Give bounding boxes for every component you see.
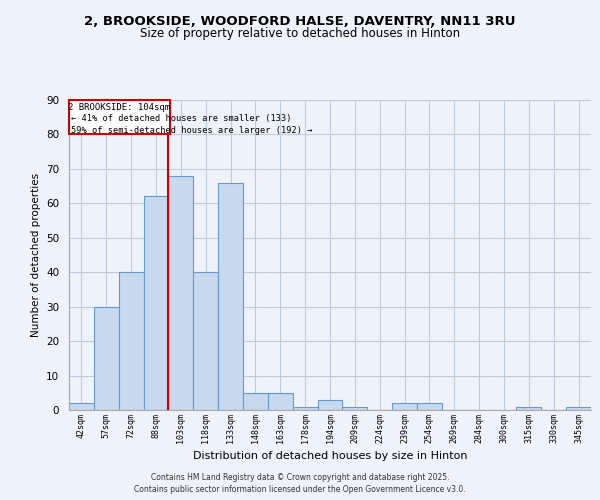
Bar bbox=[69, 403, 94, 410]
X-axis label: Distribution of detached houses by size in Hinton: Distribution of detached houses by size … bbox=[193, 451, 467, 461]
Bar bbox=[243, 393, 268, 410]
Text: 2, BROOKSIDE, WOODFORD HALSE, DAVENTRY, NN11 3RU: 2, BROOKSIDE, WOODFORD HALSE, DAVENTRY, … bbox=[84, 15, 516, 28]
Bar bbox=[218, 182, 243, 410]
Bar bbox=[392, 403, 417, 410]
Text: Size of property relative to detached houses in Hinton: Size of property relative to detached ho… bbox=[140, 28, 460, 40]
FancyBboxPatch shape bbox=[69, 100, 170, 134]
Bar bbox=[169, 176, 193, 410]
Bar bbox=[268, 393, 293, 410]
Text: Contains public sector information licensed under the Open Government Licence v3: Contains public sector information licen… bbox=[134, 485, 466, 494]
Bar bbox=[417, 403, 442, 410]
Text: 2 BROOKSIDE: 104sqm: 2 BROOKSIDE: 104sqm bbox=[68, 104, 170, 112]
Bar bbox=[119, 272, 143, 410]
Bar bbox=[517, 406, 541, 410]
Bar bbox=[94, 306, 119, 410]
Text: Contains HM Land Registry data © Crown copyright and database right 2025.: Contains HM Land Registry data © Crown c… bbox=[151, 474, 449, 482]
Bar bbox=[343, 406, 367, 410]
Text: 59% of semi-detached houses are larger (192) →: 59% of semi-detached houses are larger (… bbox=[71, 126, 313, 135]
Text: ← 41% of detached houses are smaller (133): ← 41% of detached houses are smaller (13… bbox=[71, 114, 292, 123]
Y-axis label: Number of detached properties: Number of detached properties bbox=[31, 173, 41, 337]
Bar bbox=[566, 406, 591, 410]
Bar bbox=[293, 406, 317, 410]
Bar bbox=[317, 400, 343, 410]
Bar bbox=[143, 196, 169, 410]
Bar bbox=[193, 272, 218, 410]
